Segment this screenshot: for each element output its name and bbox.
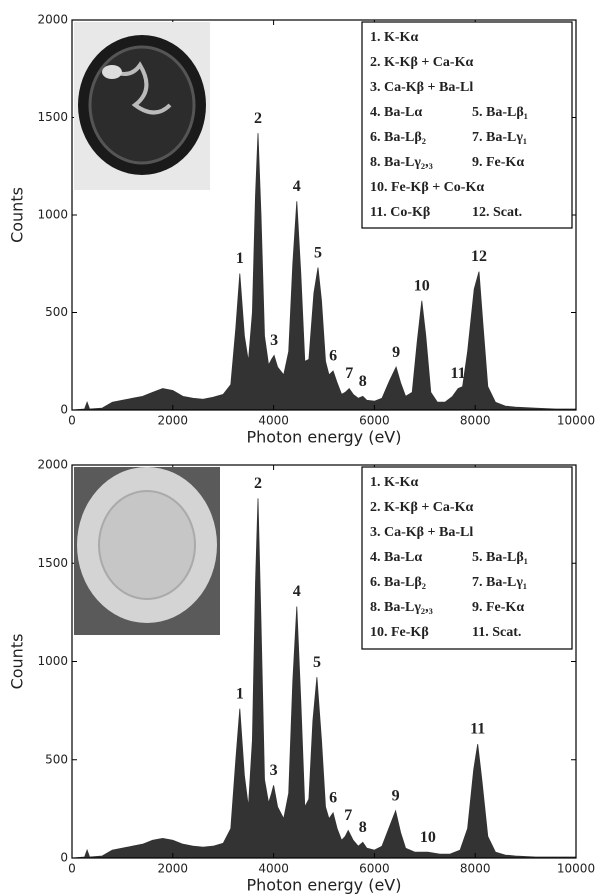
legend-entry: 3. Ca-Kβ + Ba-Ll	[370, 525, 473, 540]
legend-entry: 4. Ba-Lα	[370, 105, 422, 120]
y-axis-label: Counts	[8, 634, 27, 690]
y-tick-label: 1000	[37, 654, 68, 668]
y-tick-label: 0	[60, 851, 68, 865]
legend-entry: 9. Fe-Kα	[472, 155, 524, 170]
legend-entry: 5. Ba-Lβ₁	[472, 105, 528, 120]
peak-label: 3	[270, 332, 278, 349]
legend-entry: 4. Ba-Lα	[370, 550, 422, 565]
legend-box	[361, 21, 573, 229]
x-tick-label: 4000	[258, 414, 289, 428]
y-tick-label: 1500	[37, 110, 68, 124]
peak-label: 4	[293, 178, 301, 195]
peak-label: 2	[254, 475, 262, 492]
peak-label: 10	[420, 829, 436, 846]
x-axis-label: Photon energy (eV)	[247, 428, 402, 447]
legend-entry: 3. Ca-Kβ + Ba-Ll	[370, 80, 473, 95]
x-tick-label: 8000	[460, 862, 491, 876]
peak-label: 1	[236, 685, 244, 702]
peak-label: 11	[470, 721, 485, 738]
x-tick-label: 4000	[258, 862, 289, 876]
legend-entry: 8. Ba-Lγ₂,₃	[370, 600, 433, 615]
peak-label: 7	[345, 365, 353, 382]
legend-box	[361, 466, 573, 650]
y-tick-label: 1500	[37, 556, 68, 570]
legend-entry: 2. K-Kβ + Ca-Kα	[370, 55, 473, 70]
legend-entry: 5. Ba-Lβ₁	[472, 550, 528, 565]
peak-label: 11	[451, 365, 466, 382]
inset-photo-dark-plate	[74, 22, 210, 190]
legend-entry: 2. K-Kβ + Ca-Kα	[370, 500, 473, 515]
legend-entry: 8. Ba-Lγ₂,₃	[370, 155, 433, 170]
x-axis-label: Photon energy (eV)	[247, 876, 402, 895]
chart: 0 500 1000 1500 2000 0 2000 4000 6000 8000 10000 Ph…	[8, 13, 596, 447]
peak-label: 3	[270, 762, 278, 779]
peak-label: 5	[314, 244, 322, 261]
peak-label: 1	[236, 250, 244, 267]
legend-entry: 7. Ba-Lγ₁	[472, 130, 527, 145]
x-tick-label: 0	[68, 862, 76, 876]
legend-entry: 1. K-Kα	[370, 475, 418, 490]
legend-entry: 11. Co-Kβ	[370, 205, 430, 220]
inset-photo-light-plate	[74, 467, 220, 635]
peak-label: 8	[359, 373, 367, 390]
y-tick-label: 0	[60, 403, 68, 417]
peak-label: 6	[329, 789, 337, 806]
peak-label: 8	[359, 819, 367, 836]
x-tick-label: 10000	[557, 414, 595, 428]
spectrum-area	[71, 498, 577, 859]
spectrum-area	[71, 133, 577, 411]
legend-entry: 1. K-Kα	[370, 30, 418, 45]
peak-label: 6	[329, 348, 337, 365]
peak-label: 9	[392, 788, 400, 805]
y-tick-label: 2000	[37, 458, 68, 472]
x-tick-label: 0	[68, 414, 76, 428]
peak-label: 12	[471, 248, 487, 265]
x-tick-label: 8000	[460, 414, 491, 428]
y-tick-label: 1000	[37, 208, 68, 222]
legend-entry: 6. Ba-Lβ₂	[370, 130, 426, 145]
x-tick-label: 6000	[359, 862, 390, 876]
x-tick-label: 2000	[158, 414, 189, 428]
chart: 0 500 1000 1500 2000 0 2000 4000 6000 8000 10000 Ph…	[8, 458, 596, 895]
legend-entry: 6. Ba-Lβ₂	[370, 575, 426, 590]
legend-entry: 10. Fe-Kβ + Co-Kα	[370, 180, 484, 195]
legend-entry: 9. Fe-Kα	[472, 600, 524, 615]
peak-label: 10	[414, 277, 430, 294]
x-tick-label: 10000	[557, 862, 595, 876]
y-tick-label: 500	[45, 305, 68, 319]
y-axis-label: Counts	[8, 187, 27, 243]
peak-label: 4	[293, 583, 301, 600]
x-tick-label: 2000	[158, 862, 189, 876]
legend-entry: 10. Fe-Kβ	[370, 625, 429, 640]
x-tick-label: 6000	[359, 414, 390, 428]
peak-label: 7	[344, 807, 352, 824]
peak-label: 2	[254, 110, 262, 127]
peak-label: 5	[313, 654, 321, 671]
peak-label: 9	[392, 344, 400, 361]
legend-entry: 7. Ba-Lγ₁	[472, 575, 527, 590]
y-tick-label: 2000	[37, 13, 68, 27]
y-tick-label: 500	[45, 752, 68, 766]
legend-entry: 11. Scat.	[472, 625, 521, 640]
legend-entry: 12. Scat.	[472, 205, 522, 220]
